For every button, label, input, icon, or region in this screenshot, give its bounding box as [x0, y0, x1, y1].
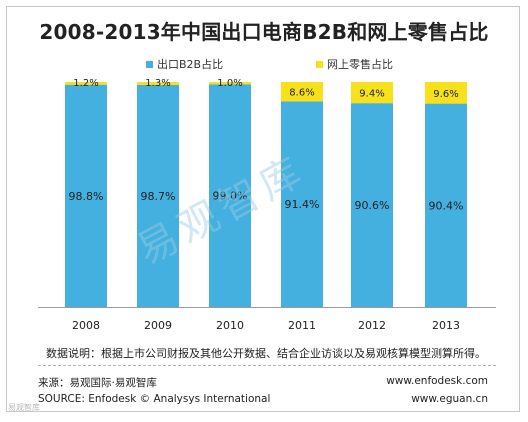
data-label-retail-2013: 9.6%: [433, 89, 458, 100]
x-tick-label-2008: 2008: [72, 319, 100, 332]
bar-b2b-2012: [351, 103, 393, 308]
data-label-b2b-2012: 90.6%: [355, 199, 390, 212]
legend-item-retail: 网上零售占比: [316, 56, 393, 72]
data-label-b2b-2013: 90.4%: [429, 199, 464, 212]
legend-swatch-retail: [316, 60, 323, 68]
bar-retail-2013: [425, 82, 467, 104]
data-label-retail-2011: 8.6%: [289, 88, 314, 99]
bar-b2b-2010: [209, 84, 251, 307]
bar-b2b-2008: [65, 84, 107, 307]
data-label-b2b-2010: 99.0%: [213, 190, 248, 203]
x-tick-label-2011: 2011: [288, 319, 316, 332]
data-label-retail-2008: 1.2%: [73, 78, 98, 89]
bar-retail-2012: [351, 82, 393, 104]
bar-retail-2010: [209, 82, 251, 85]
bar-retail-2008: [65, 82, 107, 85]
site-eguan: www.eguan.cn: [411, 393, 488, 405]
bar-b2b-2013: [425, 103, 467, 307]
corner-badge: 易观智库: [8, 403, 40, 412]
legend-item-b2b: 出口B2B占比: [146, 56, 223, 72]
legend-label-b2b: 出口B2B占比: [157, 58, 224, 71]
x-tick-label-2009: 2009: [144, 319, 172, 332]
data-note: 数据说明：根据上市公司财报及其他公开数据、结合企业访谈以及易观核算模型测算所得。: [46, 347, 486, 360]
source-cn: 来源：易观国际·易观智库: [38, 377, 157, 389]
legend: 出口B2B占比 网上零售占比: [0, 56, 528, 72]
x-tick-label-2010: 2010: [216, 319, 244, 332]
data-label-b2b-2008: 98.8%: [69, 190, 104, 203]
bar-retail-2011: [281, 82, 323, 102]
x-tick-label-2012: 2012: [358, 319, 386, 332]
bar-b2b-2009: [137, 84, 179, 307]
legend-label-retail: 网上零售占比: [327, 58, 393, 71]
chart-title: 2008-2013年中国出口电商B2B和网上零售占比: [39, 20, 489, 44]
data-label-retail-2010: 1.0%: [217, 78, 242, 89]
bar-retail-2009: [137, 82, 179, 85]
footer-divider: [38, 365, 496, 366]
data-label-retail-2009: 1.3%: [145, 78, 170, 89]
site-enfodesk: www.enfodesk.com: [386, 375, 488, 387]
legend-swatch-b2b: [146, 60, 153, 68]
data-label-b2b-2009: 98.7%: [141, 190, 176, 203]
data-label-b2b-2011: 91.4%: [285, 198, 320, 211]
x-tick-label-2013: 2013: [432, 319, 460, 332]
bar-b2b-2011: [281, 101, 323, 307]
source-en: SOURCE: Enfodesk © Analysys Internationa…: [38, 393, 271, 405]
data-label-retail-2012: 9.4%: [359, 89, 384, 100]
